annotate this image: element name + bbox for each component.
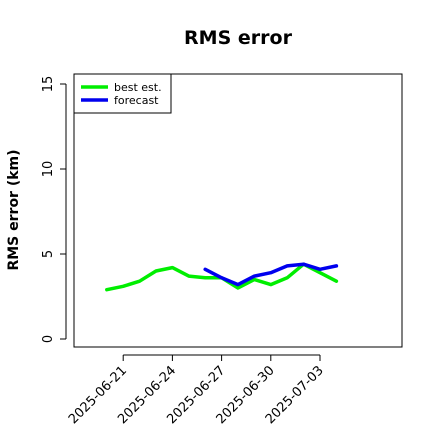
y-axis-label: RMS error (km) [6, 149, 22, 270]
legend-label: best est. [114, 81, 162, 94]
series-layer [105, 262, 339, 292]
series-line-forecast [203, 262, 339, 287]
y-tick-label: 5 [41, 250, 56, 258]
legend-label: forecast [114, 94, 159, 107]
y-tick-label: 10 [41, 161, 56, 178]
y-tick-label: 0 [41, 335, 56, 343]
plot-frame [73, 73, 403, 348]
legend-box [73, 73, 172, 114]
legend: best est.forecast [73, 73, 172, 114]
x-axis: 2025-06-212025-06-242025-06-272025-06-30… [66, 354, 327, 427]
chart-title: RMS error [184, 27, 293, 49]
y-tick-label: 15 [41, 76, 56, 93]
y-axis: 0 5 10 15 [41, 76, 67, 343]
